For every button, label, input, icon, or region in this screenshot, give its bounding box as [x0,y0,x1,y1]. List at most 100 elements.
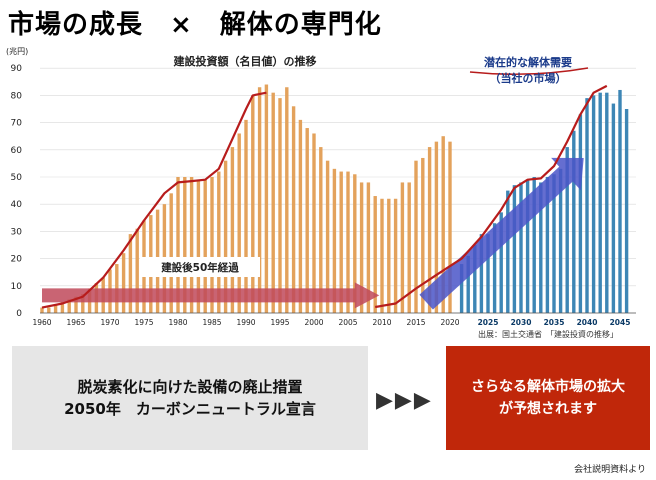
bar-demolition [519,182,523,313]
trend-curve-construction [41,91,267,309]
bar-demolition [552,174,556,313]
x-tick-label: 1960 [32,318,51,327]
bar-construction [359,182,364,313]
x-tick-label: 2000 [304,318,323,327]
chart-grid [40,67,636,314]
trend-arrows [42,157,584,310]
bar-construction [400,182,405,313]
bar-construction [393,198,398,313]
bar-demolition [578,114,583,313]
bar-construction [441,136,445,313]
bar-construction [183,177,187,313]
left-box-line1: 脱炭素化に向けた設備の廃止措置 [77,378,303,396]
bar-construction [40,307,44,313]
right-message-box: さらなる解体市場の拡大 が予想されます [446,346,650,450]
underline-swoosh [469,67,589,76]
x-tick-label: 1975 [134,318,153,327]
bar-construction [135,228,139,313]
bar-construction [312,133,316,313]
y-tick-label: 90 [11,64,23,74]
x-tick-label: 1985 [202,318,221,327]
y-tick-label: 40 [11,200,23,210]
bar-demolition [545,177,550,313]
bar-demolition [459,264,464,313]
bar-construction [305,128,309,313]
bar-construction [210,177,214,313]
bar-demolition [525,179,530,313]
y-tick-label: 20 [11,255,23,265]
y-axis-label: (兆円) [6,46,28,56]
bar-construction [176,177,180,313]
y-tick-label: 50 [11,173,23,183]
annotation-potential-demand: 潜在的な解体需要 [484,55,572,69]
bar-construction [53,304,58,313]
bar-construction [189,177,194,313]
bar-construction [387,198,391,313]
left-box-line2: 2050年 カーボンニュートラル宣言 [64,400,316,418]
bars-construction [40,84,452,314]
annotation-50-years: 建設後50年経過 [160,261,239,274]
right-box-line1: さらなる解体市場の拡大 [471,379,625,395]
bar-construction [346,171,350,313]
chart-title: 建設投資額（名目値）の推移 [174,54,317,68]
bar-demolition [611,103,616,313]
bar-construction [271,92,275,314]
bar-demolition [539,182,543,313]
x-tick-label: 2005 [338,318,357,327]
bar-construction [285,87,289,314]
bar-demolition [499,212,503,313]
y-tick-label: 80 [11,91,23,101]
bar-construction [427,147,432,313]
x-axis: 1960 1965 1970 1975 1980 1985 1990 1995 2000 2005… [32,312,636,327]
bar-construction [298,119,303,313]
bar-demolition [565,147,569,313]
trend-curves [41,84,608,309]
bar-demolition [572,130,576,313]
bar-construction [380,198,384,313]
bar-construction [278,98,282,314]
bar-construction [332,168,337,313]
bar-construction [81,293,85,313]
x-tick-label: 2015 [406,318,425,327]
left-message-box: 脱炭素化に向けた設備の廃止措置 2050年 カーボンニュートラル宣言 [12,346,368,450]
bar-construction [237,133,241,313]
bar-construction [251,95,255,314]
bar-construction [203,179,207,313]
bar-construction [407,182,411,313]
red-arrow [42,282,380,309]
x-tick-label: 2045 [610,318,631,327]
annotation-box [140,257,260,277]
bar-demolition [479,234,484,313]
x-tick-label: 1965 [66,318,85,327]
bar-demolition [598,92,602,314]
x-tick-label: 2010 [372,318,391,327]
bar-construction [339,171,343,313]
bar-construction [414,160,418,313]
right-box-line2: が予想されます [499,401,597,417]
bar-construction [47,307,51,313]
blue-arrow [419,157,584,310]
bar-construction [60,302,65,313]
trend-curve-demolition [375,84,608,309]
bar-construction [128,234,133,313]
bar-construction [169,193,173,313]
footnote: 会社説明資料より [574,465,646,475]
bar-construction [257,87,262,314]
bar-demolition [618,89,622,314]
bar-demolition [532,177,536,313]
bar-demolition [473,245,477,313]
bar-construction [196,179,201,313]
bar-demolition [492,223,497,313]
y-tick-label: 30 [11,227,23,237]
bar-construction [121,253,126,313]
y-tick-label: 0 [16,309,22,319]
x-tick-label: 1980 [168,318,187,327]
bar-demolition [624,109,629,313]
bar-construction [325,160,330,313]
bar-demolition [591,95,596,314]
bar-construction [319,147,323,313]
x-tick-label: 2040 [577,318,598,327]
x-tick-label: 2035 [544,318,565,327]
x-tick-label: 2030 [511,318,532,327]
